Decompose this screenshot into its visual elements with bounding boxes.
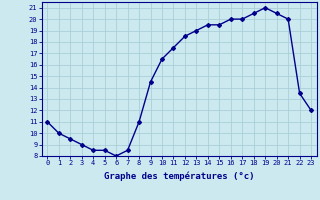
X-axis label: Graphe des températures (°c): Graphe des températures (°c) — [104, 172, 254, 181]
